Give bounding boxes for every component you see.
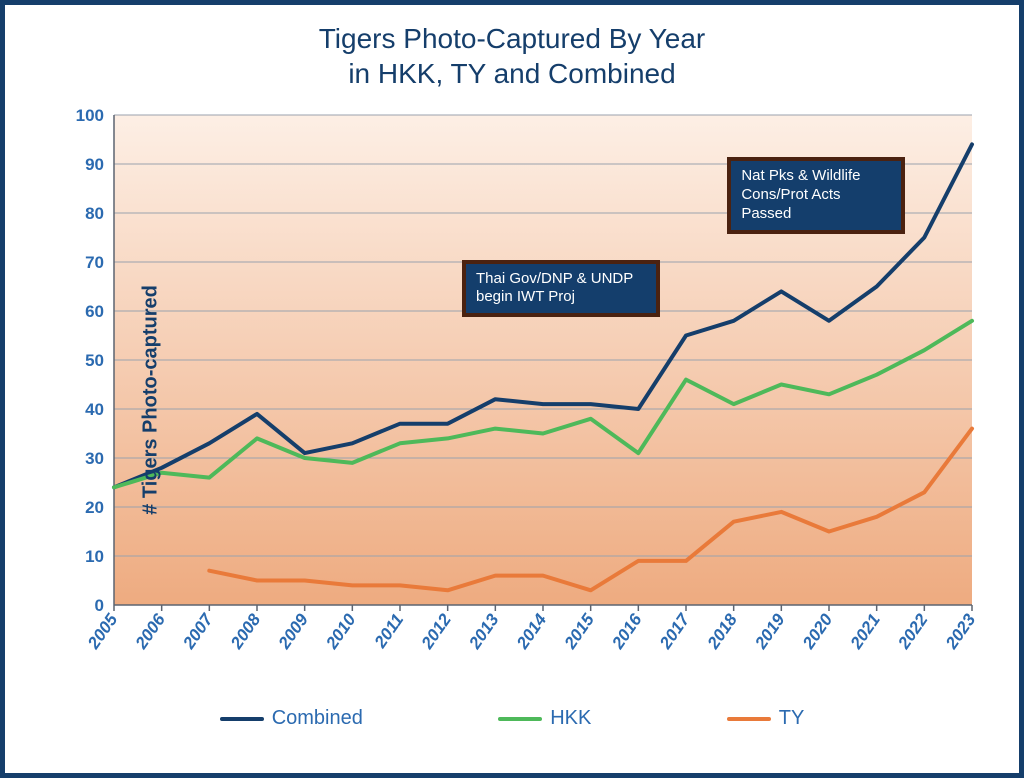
title-line-1: Tigers Photo-Captured By Year [319,23,706,54]
svg-text:2010: 2010 [322,610,360,653]
annotation-iwt: Thai Gov/DNP & UNDP begin IWT Proj [462,260,660,318]
legend-item-hkk: HKK [498,707,591,730]
svg-text:2013: 2013 [465,610,503,653]
svg-text:2009: 2009 [274,610,312,653]
legend-label-hkk: HKK [550,707,591,730]
svg-text:100: 100 [76,106,104,125]
svg-text:2008: 2008 [226,610,264,653]
y-axis-label: # Tigers Photo-captured [139,285,162,515]
legend-item-ty: TY [727,707,805,730]
svg-text:2015: 2015 [560,610,598,653]
legend-item-combined: Combined [220,707,363,730]
svg-text:70: 70 [85,253,104,272]
legend-label-combined: Combined [272,707,363,730]
annotation-acts-text: Nat Pks & Wildlife Cons/Prot Acts Passed [741,167,860,222]
svg-text:2007: 2007 [179,609,218,653]
svg-text:0: 0 [95,596,104,615]
svg-text:2022: 2022 [894,610,932,653]
title-line-2: in HKK, TY and Combined [348,58,675,89]
svg-text:2012: 2012 [417,610,455,653]
svg-text:10: 10 [85,547,104,566]
legend-swatch-ty [727,717,771,721]
svg-text:2023: 2023 [941,610,979,653]
svg-text:2020: 2020 [798,610,836,653]
chart-title: Tigers Photo-Captured By Year in HKK, TY… [25,21,999,91]
svg-text:2018: 2018 [703,610,741,653]
svg-text:40: 40 [85,400,104,419]
svg-text:2014: 2014 [512,610,550,653]
svg-text:30: 30 [85,449,104,468]
chart-area: # Tigers Photo-captured 0 10 20 30 40 50 60 70 8… [32,105,992,695]
svg-text:2011: 2011 [370,610,407,652]
svg-text:2005: 2005 [83,610,121,653]
svg-text:90: 90 [85,155,104,174]
legend-swatch-combined [220,717,264,721]
svg-text:20: 20 [85,498,104,517]
legend-swatch-hkk [498,717,542,721]
svg-text:60: 60 [85,302,104,321]
svg-text:50: 50 [85,351,104,370]
svg-text:80: 80 [85,204,104,223]
legend: Combined HKK TY [152,707,872,730]
svg-text:2016: 2016 [608,610,646,653]
y-axis-label-holder: # Tigers Photo-captured [42,105,62,695]
svg-text:2021: 2021 [846,610,884,653]
svg-text:2019: 2019 [751,610,789,653]
legend-label-ty: TY [779,707,805,730]
annotation-acts: Nat Pks & Wildlife Cons/Prot Acts Passed [727,157,905,233]
svg-text:2017: 2017 [655,609,694,653]
svg-text:2006: 2006 [131,610,169,653]
annotation-iwt-text: Thai Gov/DNP & UNDP begin IWT Proj [476,270,633,306]
chart-frame: Tigers Photo-Captured By Year in HKK, TY… [0,0,1024,778]
